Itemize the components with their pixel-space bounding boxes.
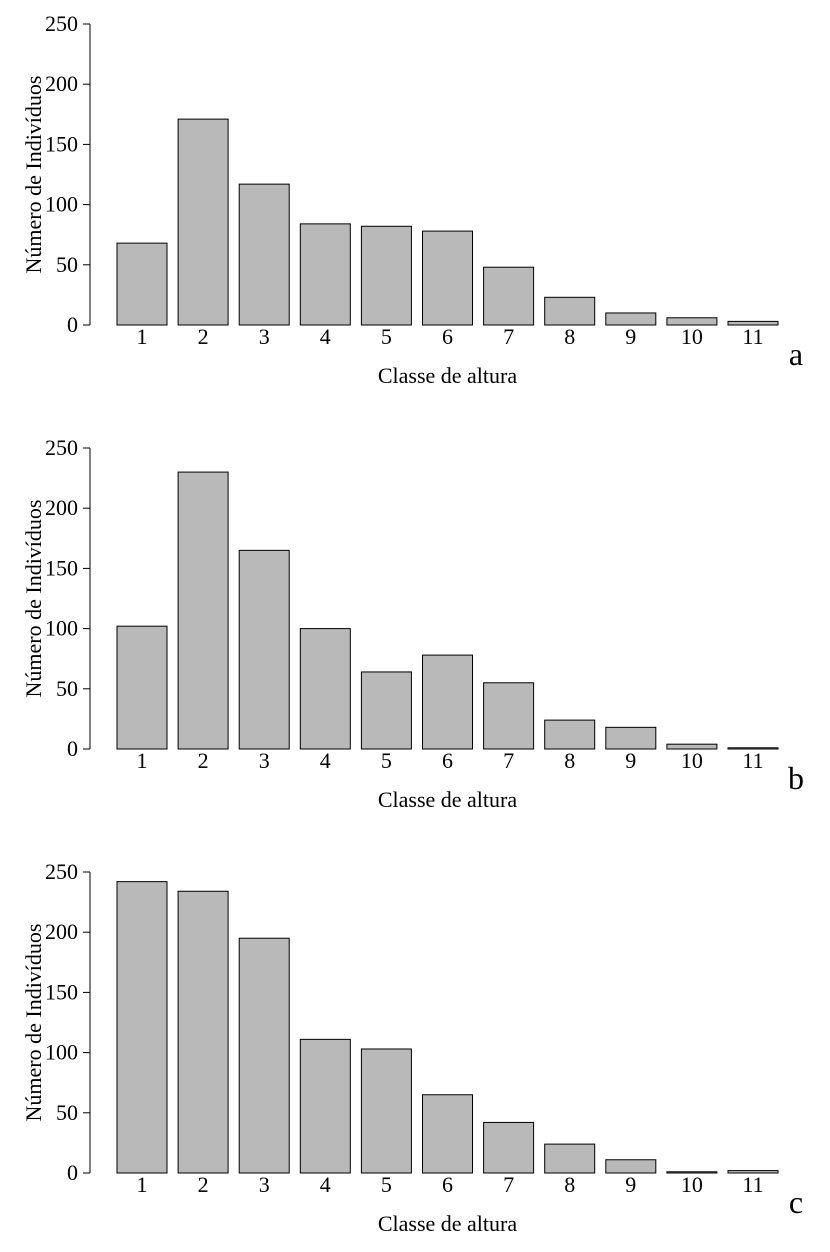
x-tick-label: 9 — [625, 1172, 636, 1197]
x-tick-label: 8 — [564, 1172, 575, 1197]
bar-class-5 — [360, 225, 412, 326]
x-tick-label: 10 — [681, 1172, 703, 1197]
y-axis-title: Número de Indivíduos — [21, 500, 46, 698]
x-tick-label: 11 — [742, 1172, 763, 1197]
bar-class-7 — [483, 682, 535, 750]
x-tick-label: 6 — [442, 1172, 453, 1197]
bar-class-3 — [238, 183, 290, 326]
bar-class-6 — [422, 1094, 473, 1174]
y-tick-label: 50 — [56, 1100, 78, 1125]
x-tick-label: 5 — [381, 1172, 392, 1197]
x-tick-label: 4 — [320, 1172, 331, 1197]
bar-class-5 — [360, 671, 412, 750]
x-tick-label: 3 — [259, 748, 270, 773]
y-tick-label: 0 — [67, 312, 78, 337]
bar-class-1 — [116, 242, 168, 326]
bar-class-7 — [483, 266, 535, 326]
bar-class-9 — [605, 1159, 657, 1174]
bar-class-3 — [238, 937, 290, 1174]
panel-label: a — [789, 336, 803, 372]
bar-class-11 — [727, 1170, 779, 1174]
x-tick-label: 7 — [503, 1172, 514, 1197]
bar-class-11 — [727, 747, 779, 750]
bar-class-8 — [544, 719, 596, 750]
x-tick-label: 2 — [198, 1172, 209, 1197]
y-tick-label: 150 — [45, 979, 78, 1004]
x-tick-label: 4 — [320, 324, 331, 349]
bar-class-2 — [177, 890, 229, 1174]
y-tick-label: 0 — [67, 1160, 78, 1185]
x-tick-label: 9 — [625, 748, 636, 773]
bar-class-8 — [544, 296, 596, 326]
x-axis-title: Classe de altura — [378, 787, 518, 812]
y-tick-label: 50 — [56, 676, 78, 701]
y-tick-label: 150 — [45, 555, 78, 580]
x-tick-label: 3 — [259, 1172, 270, 1197]
bar-class-4 — [299, 1038, 351, 1174]
bar-class-3 — [238, 549, 290, 750]
chart-panel-c: 0 50 100 150 200 250 1 2 3 4 5 6 7 8 9 10 11 Classe de al… — [21, 859, 803, 1236]
x-tick-label: 8 — [564, 748, 575, 773]
bar-class-1 — [116, 625, 168, 750]
y-tick-label: 200 — [45, 919, 78, 944]
y-tick-label: 150 — [45, 131, 78, 156]
x-axis-title: Classe de altura — [378, 1211, 518, 1236]
x-tick-label: 2 — [198, 324, 209, 349]
x-tick-label: 8 — [564, 324, 575, 349]
bar-class-10 — [666, 317, 718, 326]
y-axis-title: Número de Indivíduos — [21, 924, 46, 1122]
x-tick-label: 1 — [137, 1172, 148, 1197]
bar-class-6 — [422, 654, 473, 750]
chart-panel-a: 0 50 100 150 200 250 1 2 3 4 5 6 7 8 9 10 11 Classe de al… — [21, 11, 803, 388]
x-tick-label: 11 — [742, 324, 763, 349]
y-tick-label: 50 — [56, 252, 78, 277]
bar-class-10 — [666, 743, 718, 750]
bar-class-4 — [299, 628, 351, 750]
y-axis-title: Número de Indivíduos — [21, 76, 46, 274]
x-tick-label: 4 — [320, 748, 331, 773]
bar-class-1 — [116, 881, 168, 1174]
bar-class-2 — [177, 118, 229, 326]
panel-label: c — [789, 1184, 803, 1220]
bar-class-10 — [666, 1171, 718, 1174]
chart-panel-b: 0 50 100 150 200 250 1 2 3 4 5 6 7 8 9 10 11 Classe de al… — [21, 435, 804, 812]
x-tick-label: 11 — [742, 748, 763, 773]
x-tick-label: 7 — [503, 748, 514, 773]
x-tick-label: 10 — [681, 324, 703, 349]
x-tick-label: 1 — [137, 748, 148, 773]
y-tick-label: 250 — [45, 11, 78, 36]
y-tick-label: 100 — [45, 1040, 78, 1065]
y-tick-label: 200 — [45, 495, 78, 520]
panel-label: b — [788, 760, 804, 796]
x-tick-label: 2 — [198, 748, 209, 773]
x-tick-label: 3 — [259, 324, 270, 349]
y-tick-label: 250 — [45, 859, 78, 884]
y-tick-label: 100 — [45, 616, 78, 641]
bar-class-7 — [483, 1121, 535, 1174]
x-axis-title: Classe de altura — [378, 363, 518, 388]
bar-class-5 — [360, 1048, 412, 1174]
x-tick-label: 7 — [503, 324, 514, 349]
x-tick-label: 10 — [681, 748, 703, 773]
bar-class-11 — [727, 320, 779, 326]
x-tick-label: 1 — [137, 324, 148, 349]
y-tick-label: 250 — [45, 435, 78, 460]
bar-class-2 — [177, 471, 229, 750]
bar-class-4 — [299, 223, 351, 326]
y-tick-label: 100 — [45, 192, 78, 217]
x-tick-label: 9 — [625, 324, 636, 349]
y-tick-label: 0 — [67, 736, 78, 761]
x-tick-label: 6 — [442, 324, 453, 349]
x-tick-label: 6 — [442, 748, 453, 773]
bar-class-6 — [422, 230, 473, 326]
bar-class-9 — [605, 726, 657, 750]
bar-class-8 — [544, 1143, 596, 1174]
x-tick-label: 5 — [381, 748, 392, 773]
y-tick-label: 200 — [45, 71, 78, 96]
bar-class-9 — [605, 312, 657, 326]
x-tick-label: 5 — [381, 324, 392, 349]
